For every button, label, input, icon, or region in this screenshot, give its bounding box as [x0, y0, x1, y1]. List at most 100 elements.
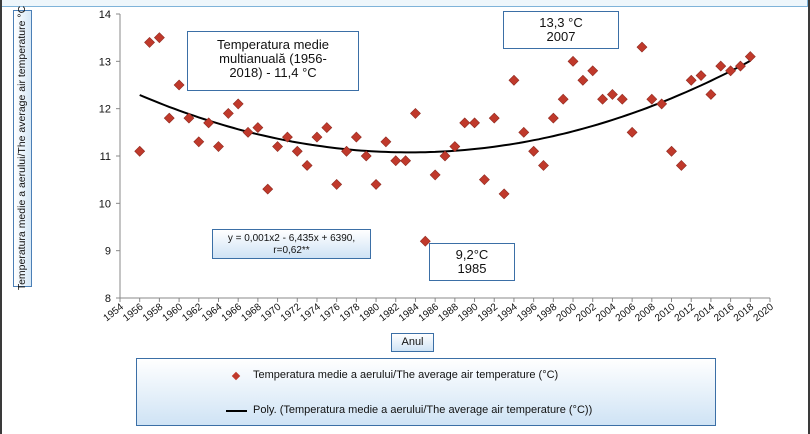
- x-tick-label: 1998: [535, 301, 560, 324]
- data-point: [606, 89, 618, 100]
- data-point: [203, 117, 215, 129]
- x-tick-label: 2006: [614, 301, 639, 324]
- max-annotation: 13,3 °C 2007: [503, 11, 619, 49]
- data-point: [252, 122, 264, 134]
- data-point: [518, 126, 530, 138]
- data-point: [449, 141, 461, 152]
- data-point: [232, 98, 244, 110]
- data-point: [666, 145, 677, 157]
- data-point: [380, 136, 392, 148]
- min-annotation-value: 9,2°C: [455, 247, 489, 262]
- data-point: [577, 74, 589, 86]
- x-tick-label: 1976: [318, 301, 343, 324]
- data-point: [360, 150, 372, 162]
- x-tick-label: 1980: [358, 301, 383, 324]
- data-point: [587, 65, 599, 77]
- x-tick-label: 2012: [673, 301, 698, 324]
- legend-label-points: Temperatura medie a aerului/The average …: [253, 369, 559, 381]
- x-tick-label: 1996: [515, 301, 540, 324]
- max-annotation-value: 13,3 °C: [539, 15, 583, 30]
- data-point: [675, 160, 687, 171]
- axes: [116, 13, 771, 302]
- x-tick-label: 1978: [338, 301, 363, 324]
- data-point: [685, 74, 697, 86]
- data-point: [350, 131, 362, 143]
- data-point: [636, 41, 648, 53]
- data-point: [528, 145, 540, 157]
- legend: [136, 358, 716, 426]
- x-tick-label: 1960: [161, 301, 186, 324]
- data-point: [272, 141, 284, 152]
- x-tick-label: 1974: [299, 301, 324, 324]
- data-point: [163, 112, 175, 124]
- data-point: [153, 32, 165, 44]
- data-point: [725, 65, 737, 77]
- data-point: [508, 74, 520, 86]
- x-tick-label: 1966: [220, 301, 245, 324]
- data-point: [321, 122, 333, 134]
- data-point: [656, 98, 668, 110]
- data-point: [242, 126, 254, 138]
- data-point: [459, 117, 471, 129]
- data-point: [341, 145, 352, 157]
- data-point: [429, 169, 441, 181]
- data-point: [567, 55, 579, 67]
- data-point: [735, 60, 746, 72]
- x-tick-label: 1988: [436, 301, 461, 324]
- data-point: [222, 107, 234, 119]
- data-point: [498, 188, 510, 200]
- min-annotation-year: 1985: [457, 261, 487, 276]
- x-tick-label: 1986: [417, 301, 442, 324]
- x-tick-label: 1962: [180, 301, 205, 324]
- data-point: [370, 178, 382, 190]
- x-tick-label: 1972: [279, 301, 304, 324]
- mean-annotation-line-2: multianuală (1956-: [219, 51, 327, 66]
- data-point: [478, 174, 490, 186]
- data-point: [547, 112, 559, 124]
- x-tick-label: 2014: [692, 301, 717, 324]
- x-tick-label: 1970: [259, 301, 284, 324]
- x-tick-label: 1964: [200, 301, 225, 324]
- min-annotation: 9,2°C 1985: [429, 243, 515, 281]
- data-point: [557, 93, 569, 105]
- data-point: [538, 160, 549, 171]
- data-point: [311, 131, 323, 143]
- data-point: [183, 112, 195, 124]
- data-point: [262, 183, 274, 195]
- data-point: [410, 107, 421, 119]
- data-point: [597, 93, 609, 105]
- max-annotation-year: 2007: [546, 29, 576, 44]
- data-point: [390, 155, 402, 167]
- mean-annotation-line-1: Temperatura medie: [217, 37, 329, 52]
- x-tick-label: 2002: [574, 301, 599, 324]
- y-tick-label: 13: [99, 56, 111, 68]
- data-point: [291, 145, 303, 157]
- x-tick-label: 1958: [141, 301, 166, 324]
- y-tick-label: 14: [99, 9, 111, 21]
- x-tick-label: 2016: [712, 301, 737, 324]
- data-point: [331, 178, 343, 190]
- data-point: [400, 155, 412, 167]
- x-tick-label: 1992: [476, 301, 501, 324]
- equation-line-2: r=0,62**: [273, 245, 310, 256]
- data-point: [488, 112, 500, 124]
- data-point: [744, 51, 756, 63]
- mean-annotation: Temperatura medie multianuală (1956- 201…: [187, 31, 359, 91]
- x-tick-label: 2018: [732, 301, 757, 324]
- data-points: [134, 32, 756, 247]
- data-point: [213, 141, 224, 152]
- equation-annotation: y = 0,001x2 - 6,435x + 6390, r=0,62**: [212, 229, 371, 259]
- y-tick-label: 11: [100, 151, 111, 163]
- data-point: [173, 79, 185, 91]
- data-point: [193, 136, 205, 148]
- x-tick-label: 2020: [752, 301, 777, 324]
- data-point: [646, 93, 658, 105]
- y-axis-label-box: [13, 10, 32, 287]
- data-point: [705, 89, 717, 100]
- x-tick-label: 1956: [121, 301, 146, 324]
- data-point: [695, 70, 707, 81]
- data-point: [144, 36, 155, 48]
- x-tick-label: 2008: [633, 301, 658, 324]
